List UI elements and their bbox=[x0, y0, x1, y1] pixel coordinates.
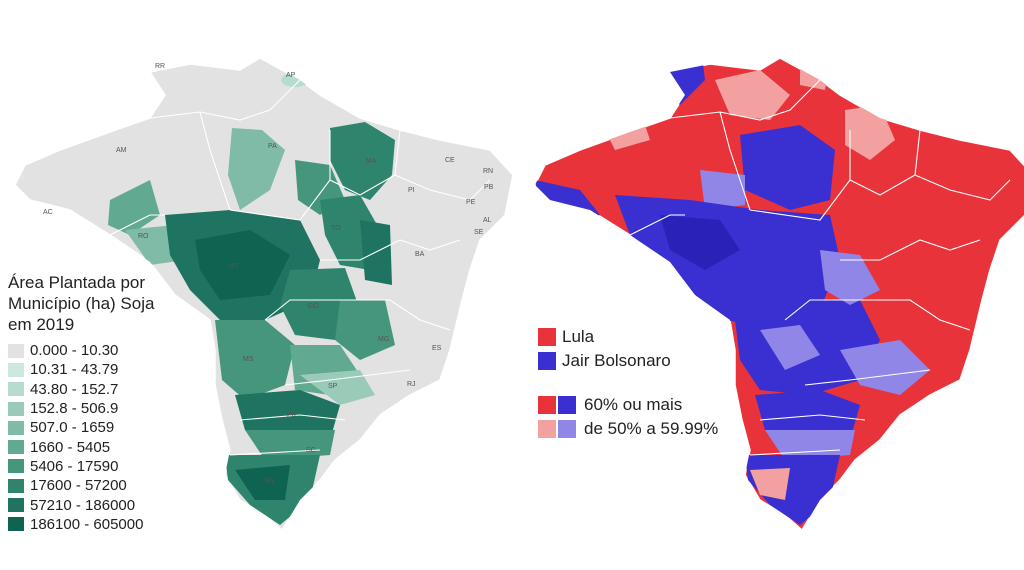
soy-legend: Área Plantada por Município (ha) Soja em… bbox=[8, 272, 188, 534]
soy-legend-title: Área Plantada por Município (ha) Soja em… bbox=[8, 272, 188, 335]
election-map bbox=[534, 57, 1024, 531]
soy-legend-item: 43.80 - 152.7 bbox=[8, 380, 188, 399]
legend-label: 10.31 - 43.79 bbox=[30, 361, 119, 379]
soy-legend-item: 10.31 - 43.79 bbox=[8, 360, 188, 379]
soy-legend-item: 507.0 - 1659 bbox=[8, 418, 188, 437]
legend-label: 17600 - 57200 bbox=[30, 477, 127, 495]
legend-swatch bbox=[8, 498, 24, 513]
legend-swatch bbox=[8, 478, 24, 493]
legend-label: 60% ou mais bbox=[584, 395, 683, 414]
soy-state-labels: RR AP AM PA MA CE RN PB PI PE AL SE AC R… bbox=[43, 63, 494, 485]
legend-label: Lula bbox=[562, 327, 595, 346]
legend-label: 43.80 - 152.7 bbox=[30, 380, 119, 398]
legend-label: de 50% a 59.99% bbox=[584, 419, 719, 438]
state-label-es: ES bbox=[432, 345, 442, 352]
election-state-borders bbox=[629, 79, 1011, 456]
state-label-pe: PE bbox=[466, 199, 476, 206]
soy-legend-item: 1660 - 5405 bbox=[8, 437, 188, 456]
legend-label: 5406 - 17590 bbox=[30, 457, 119, 475]
soy-legend-title-line-1: Área Plantada por bbox=[8, 273, 146, 292]
soy-legend-item: 152.8 - 506.9 bbox=[8, 399, 188, 418]
soy-state-borders bbox=[109, 79, 491, 456]
state-label-pr: PR bbox=[287, 412, 297, 419]
state-label-ce: CE bbox=[445, 157, 455, 164]
soy-legend-title-line-3: em 2019 bbox=[8, 315, 75, 334]
legend-swatch bbox=[8, 343, 24, 358]
legend-swatch bbox=[8, 401, 24, 416]
legend-label: 57210 - 186000 bbox=[30, 496, 136, 514]
state-label-sc: SC bbox=[306, 447, 316, 454]
legend-swatch bbox=[8, 420, 24, 435]
state-label-rr: RR bbox=[155, 63, 165, 70]
state-label-pb: PB bbox=[484, 184, 494, 191]
legend-swatch bbox=[8, 440, 24, 455]
legend-swatch bbox=[538, 352, 556, 370]
soy-legend-rows: 0.000 - 10.30 10.31 - 43.79 43.80 - 152.7 1… bbox=[8, 341, 188, 534]
state-label-sp: SP bbox=[328, 383, 338, 390]
state-label-rs: RS bbox=[265, 478, 275, 485]
state-label-rn: RN bbox=[483, 168, 493, 175]
soy-legend-item: 5406 - 17590 bbox=[8, 457, 188, 476]
legend-label: 186100 - 605000 bbox=[30, 515, 144, 533]
state-label-rj: RJ bbox=[407, 381, 416, 388]
state-label-mt: MT bbox=[229, 263, 240, 270]
soy-legend-title-line-2: Município (ha) Soja bbox=[8, 294, 155, 313]
state-label-mg: MG bbox=[378, 336, 389, 343]
state-label-pa: PA bbox=[268, 143, 277, 150]
election-legend: Lula Jair Bolsonaro 60% ou mais de 50% a 5… bbox=[538, 325, 718, 441]
state-label-ms: MS bbox=[243, 356, 254, 363]
state-label-ro: RO bbox=[138, 233, 149, 240]
state-label-ba: BA bbox=[415, 251, 425, 258]
candidate-legend-item: Lula bbox=[538, 325, 718, 349]
state-label-ac: AC bbox=[43, 209, 53, 216]
legend-swatch bbox=[8, 459, 24, 474]
legend-swatch bbox=[538, 396, 556, 414]
legend-swatch bbox=[558, 420, 576, 438]
shade-legend-item: de 50% a 59.99% bbox=[538, 417, 718, 441]
candidate-legend-rows: Lula Jair Bolsonaro bbox=[538, 325, 718, 373]
soy-legend-item: 17600 - 57200 bbox=[8, 476, 188, 495]
state-label-go: GO bbox=[308, 303, 319, 310]
shade-legend-rows: 60% ou mais de 50% a 59.99% bbox=[538, 393, 718, 441]
state-label-al: AL bbox=[483, 217, 492, 224]
legend-swatch bbox=[538, 328, 556, 346]
legend-label: 1660 - 5405 bbox=[30, 438, 111, 456]
soy-legend-item: 186100 - 605000 bbox=[8, 515, 188, 534]
state-label-ma: MA bbox=[366, 158, 377, 165]
candidate-legend-item: Jair Bolsonaro bbox=[538, 349, 718, 373]
legend-label: 152.8 - 506.9 bbox=[30, 400, 119, 418]
soy-legend-item: 57210 - 186000 bbox=[8, 495, 188, 514]
legend-swatch bbox=[558, 396, 576, 414]
state-label-se: SE bbox=[474, 229, 484, 236]
state-label-ap: AP bbox=[286, 72, 296, 79]
state-label-am: AM bbox=[116, 147, 127, 154]
state-label-to: TO bbox=[331, 225, 341, 232]
legend-label: Jair Bolsonaro bbox=[562, 351, 671, 370]
legend-swatch bbox=[538, 420, 556, 438]
shade-legend-item: 60% ou mais bbox=[538, 393, 718, 417]
legend-swatch bbox=[8, 517, 24, 532]
legend-swatch bbox=[8, 362, 24, 377]
legend-label: 507.0 - 1659 bbox=[30, 419, 115, 437]
soy-map: RR AP AM PA MA CE RN PB PI PE AL SE AC R… bbox=[14, 57, 514, 531]
state-label-pi: PI bbox=[408, 187, 415, 194]
soy-legend-item: 0.000 - 10.30 bbox=[8, 341, 188, 360]
legend-label: 0.000 - 10.30 bbox=[30, 342, 119, 360]
legend-swatch bbox=[8, 382, 24, 397]
